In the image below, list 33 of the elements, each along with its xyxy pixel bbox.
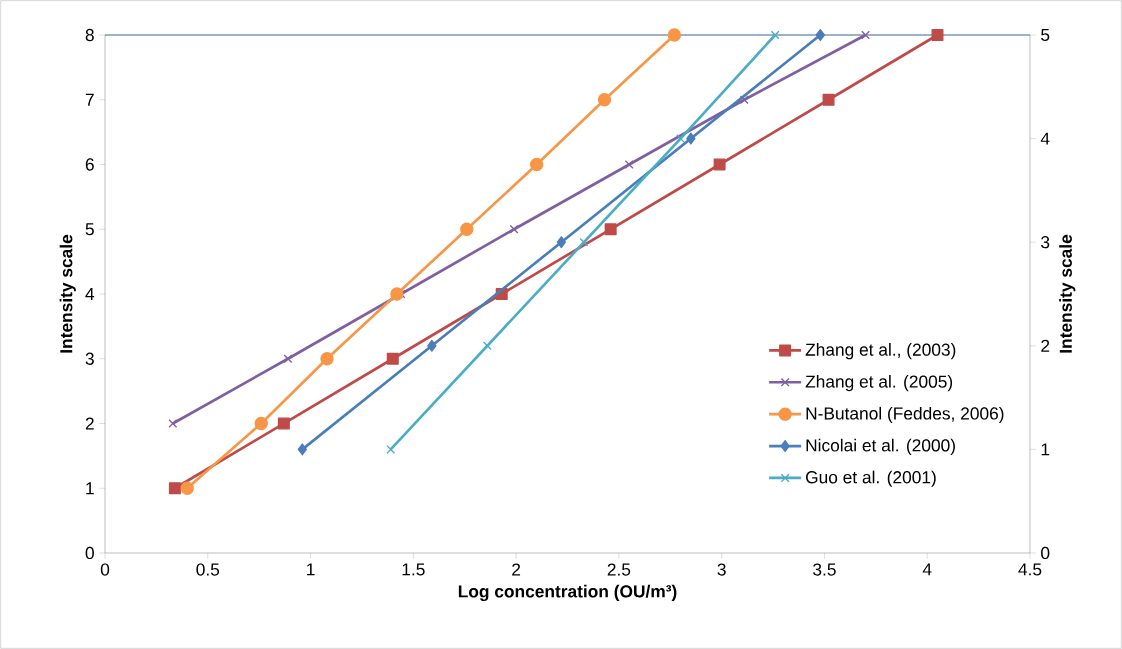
legend-label: Guo et al. (2001)	[805, 470, 936, 487]
y-tick-label: 7	[85, 93, 94, 106]
x-tick-label: 4	[922, 563, 932, 576]
y-tick-label: 5	[85, 223, 94, 236]
y2-tick-label: 4	[1040, 132, 1050, 145]
x-tick-label: 2.5	[607, 563, 631, 576]
x-tick-label: 0.5	[196, 563, 220, 576]
y-tick-label: 2	[85, 417, 94, 430]
y-tick-label: 0	[85, 546, 94, 560]
x-tick-label: 0	[100, 563, 110, 576]
y2-tick-label: 5	[1041, 28, 1050, 42]
legend-label: N-Butanol (Feddes, 2006)	[806, 406, 1004, 424]
x-tick-label: 2	[512, 563, 521, 576]
legend-label: Zhang et al., (2003)	[805, 343, 956, 360]
y2-tick-label: 2	[1041, 339, 1050, 352]
y-tick-label: 3	[85, 352, 94, 365]
x-tick-label: 3.5	[813, 563, 836, 576]
y2-tick-label: 0	[1041, 546, 1050, 560]
x-tick-label: 1.5	[402, 563, 425, 576]
y2-tick-label: 1	[1041, 443, 1050, 456]
legend-label: Nicolai et al. (2000)	[806, 438, 955, 455]
y-axis-title: Intensity scale	[59, 234, 76, 353]
y-tick-label: 6	[85, 158, 94, 171]
y2-axis-title: Intensity scale	[1059, 234, 1076, 353]
x-tick-label: 3	[717, 563, 726, 576]
x-axis-title: Log concentration (OU/m³)	[458, 584, 677, 602]
y-tick-label: 4	[85, 288, 95, 300]
y2-tick-label: 3	[1041, 236, 1050, 249]
y-tick-label: 8	[85, 28, 94, 42]
x-tick-label: 1	[307, 563, 315, 576]
x-tick-label: 4.5	[1018, 563, 1042, 576]
legend-label: Zhang et al. (2005)	[805, 374, 953, 392]
y-tick-label: 1	[86, 482, 94, 495]
